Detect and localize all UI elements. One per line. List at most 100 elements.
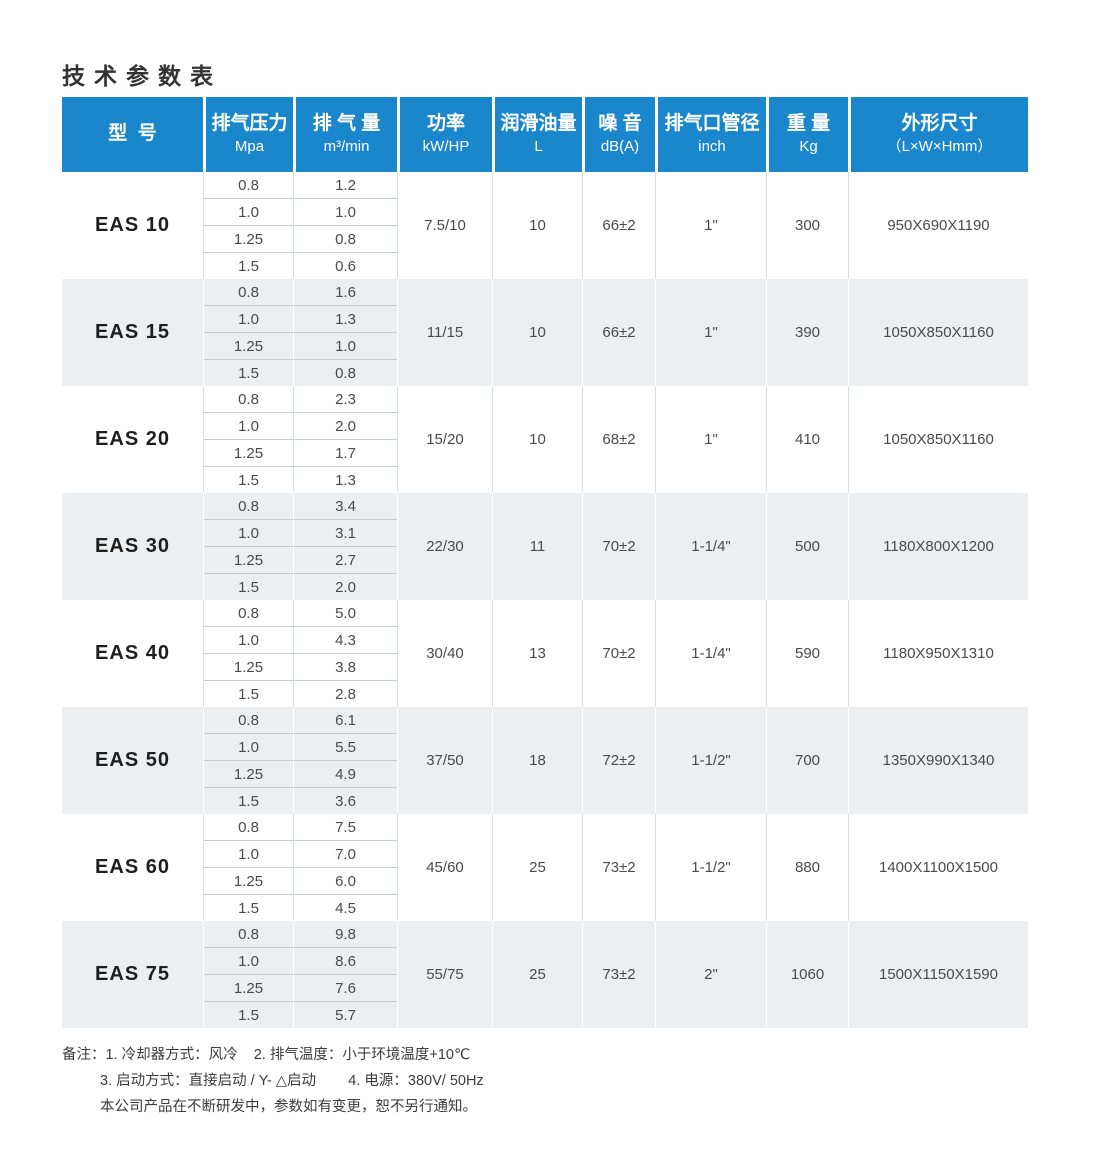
power-cell: 30/40 [397, 600, 492, 707]
header-sublabel: inch [698, 138, 726, 156]
weight-cell: 700 [766, 707, 848, 814]
pressure-cell: 1.25 [204, 333, 293, 360]
noise-cell: 66±2 [582, 279, 655, 386]
displacement-cell: 2.0 [335, 578, 356, 596]
displacement-cell: 2.7 [294, 547, 397, 574]
dimensions-cell: 1400X1100X1500 [848, 814, 1028, 921]
noise-cell: 70±2 [582, 600, 655, 707]
table-row: EAS 75 0.8 1.0 1.25 1.5 9.8 8.6 7.6 5.7 55/75 25 73… [62, 921, 1028, 1028]
header-cell: 润滑油量 L [492, 97, 582, 172]
header-cell: 噪 音 dB(A) [582, 97, 655, 172]
header-label: 外形尺寸 [901, 113, 978, 135]
displacement-cell: 1.0 [294, 333, 397, 360]
dimensions-cell: 950X690X1190 [848, 172, 1028, 279]
pressure-cell: 1.5 [238, 364, 259, 382]
pipe-cell: 1-1/2" [655, 707, 766, 814]
pressure-cell: 1.0 [204, 199, 293, 226]
header-cell: 排气口管径 inch [655, 97, 766, 172]
spec-table: 型 号 排气压力 Mpa 排 气 量 m³/min 功率 kW/HP 润滑油量 L 噪 音 dB(A… [62, 97, 1028, 1028]
pressure-cell: 1.0 [204, 841, 293, 868]
header-sublabel: Mpa [234, 138, 265, 156]
power-cell: 15/20 [397, 386, 492, 493]
header-label: 排气压力 [211, 113, 288, 135]
pressure-cell: 1.0 [204, 306, 293, 333]
weight-cell: 880 [766, 814, 848, 921]
pressure-cell: 1.0 [204, 627, 293, 654]
table-row: EAS 10 0.8 1.0 1.25 1.5 1.2 1.0 0.8 0.6 7.5/10 10 6… [62, 172, 1028, 279]
page-title: 技术参数表 [62, 63, 222, 89]
pressure-column: 0.8 1.0 1.25 1.5 [203, 386, 293, 493]
power-cell: 45/60 [397, 814, 492, 921]
header-label: 排 气 量 [312, 113, 381, 135]
displacement-cell: 0.8 [294, 226, 397, 253]
weight-cell: 1060 [766, 921, 848, 1028]
model-cell: EAS 40 [95, 642, 170, 664]
displacement-cell: 5.7 [335, 1006, 356, 1024]
oil-cell: 10 [492, 279, 582, 386]
pressure-cell: 1.25 [204, 975, 293, 1002]
note-line: 3. 启动方式：直接启动 / Y- △启动 4. 电源：380V/ 50Hz [100, 1073, 484, 1089]
displacement-cell: 3.6 [335, 792, 356, 810]
displacement-cell: 1.3 [335, 471, 356, 489]
header-cell: 排气压力 Mpa [203, 97, 293, 172]
header-sublabel: L [534, 138, 543, 156]
weight-cell: 300 [766, 172, 848, 279]
weight-cell: 500 [766, 493, 848, 600]
displacement-column: 5.0 4.3 3.8 2.8 [293, 600, 397, 707]
header-label: 润滑油量 [500, 113, 577, 135]
pressure-cell: 0.8 [204, 172, 293, 199]
displacement-cell: 1.2 [294, 172, 397, 199]
table-row: EAS 40 0.8 1.0 1.25 1.5 5.0 4.3 3.8 2.8 30/40 13 70… [62, 600, 1028, 707]
pressure-column: 0.8 1.0 1.25 1.5 [203, 707, 293, 814]
displacement-cell: 2.8 [335, 685, 356, 703]
header-sublabel: m³/min [323, 138, 370, 156]
table-row: EAS 60 0.8 1.0 1.25 1.5 7.5 7.0 6.0 4.5 45/60 25 73… [62, 814, 1028, 921]
noise-cell: 72±2 [582, 707, 655, 814]
pressure-column: 0.8 1.0 1.25 1.5 [203, 600, 293, 707]
header-sublabel: Kg [799, 138, 818, 156]
pressure-cell: 0.8 [204, 707, 293, 734]
pressure-cell: 1.25 [204, 226, 293, 253]
dimensions-cell: 1050X850X1160 [848, 279, 1028, 386]
pressure-cell: 1.0 [204, 413, 293, 440]
displacement-column: 7.5 7.0 6.0 4.5 [293, 814, 397, 921]
model-cell: EAS 50 [95, 749, 170, 771]
pressure-cell: 1.5 [238, 899, 259, 917]
model-cell: EAS 60 [95, 856, 170, 878]
table-row: EAS 50 0.8 1.0 1.25 1.5 6.1 5.5 4.9 3.6 37/50 18 72… [62, 707, 1028, 814]
pressure-cell: 1.25 [204, 868, 293, 895]
noise-cell: 68±2 [582, 386, 655, 493]
model-cell: EAS 20 [95, 428, 170, 450]
pressure-cell: 1.5 [238, 685, 259, 703]
table-row: EAS 20 0.8 1.0 1.25 1.5 2.3 2.0 1.7 1.3 15/20 10 68… [62, 386, 1028, 493]
pressure-cell: 0.8 [204, 279, 293, 306]
pressure-cell: 1.25 [204, 547, 293, 574]
noise-cell: 73±2 [582, 814, 655, 921]
displacement-cell: 7.5 [294, 814, 397, 841]
displacement-cell: 3.1 [294, 520, 397, 547]
pressure-column: 0.8 1.0 1.25 1.5 [203, 493, 293, 600]
displacement-cell: 7.6 [294, 975, 397, 1002]
header-label: 重 量 [786, 113, 831, 135]
pressure-column: 0.8 1.0 1.25 1.5 [203, 814, 293, 921]
note-line: 本公司产品在不断研发中，参数如有变更，恕不另行通知。 [100, 1099, 477, 1115]
pressure-cell: 1.25 [204, 440, 293, 467]
pipe-cell: 1" [655, 386, 766, 493]
weight-cell: 390 [766, 279, 848, 386]
pipe-cell: 1-1/4" [655, 600, 766, 707]
displacement-cell: 5.5 [294, 734, 397, 761]
displacement-cell: 3.4 [294, 493, 397, 520]
displacement-cell: 1.0 [294, 199, 397, 226]
pressure-column: 0.8 1.0 1.25 1.5 [203, 172, 293, 279]
note-line: 备注：1. 冷却器方式：风冷 2. 排气温度：小于环境温度+10℃ [62, 1047, 471, 1063]
model-cell: EAS 30 [95, 535, 170, 557]
pipe-cell: 2" [655, 921, 766, 1028]
noise-cell: 73±2 [582, 921, 655, 1028]
oil-cell: 10 [492, 172, 582, 279]
pressure-cell: 0.8 [204, 600, 293, 627]
displacement-column: 3.4 3.1 2.7 2.0 [293, 493, 397, 600]
header-label: 功率 [426, 113, 465, 135]
displacement-cell: 5.0 [294, 600, 397, 627]
pressure-cell: 1.0 [204, 520, 293, 547]
dimensions-cell: 1180X950X1310 [848, 600, 1028, 707]
